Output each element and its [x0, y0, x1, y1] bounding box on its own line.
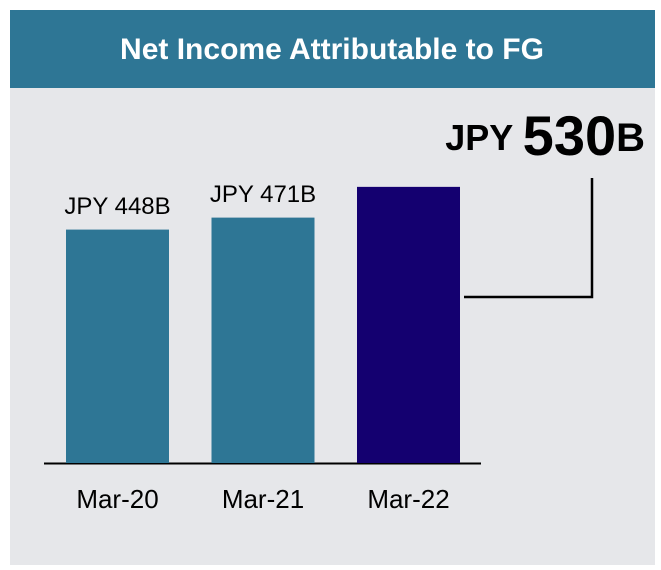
value-label: JPY 471B: [210, 181, 316, 208]
header: [10, 10, 655, 88]
chart-title: Net Income Attributable to FG: [120, 33, 544, 66]
bar: [211, 217, 315, 463]
bar: [357, 186, 460, 463]
value-label: JPY 448B: [64, 193, 170, 220]
x-tick-label: Mar-22: [367, 484, 449, 514]
x-tick-label: Mar-20: [76, 484, 158, 514]
bar: [66, 229, 169, 463]
value-label: JPY 530B: [445, 104, 645, 167]
x-tick-label: Mar-21: [222, 484, 304, 514]
callout-line: [464, 178, 594, 299]
